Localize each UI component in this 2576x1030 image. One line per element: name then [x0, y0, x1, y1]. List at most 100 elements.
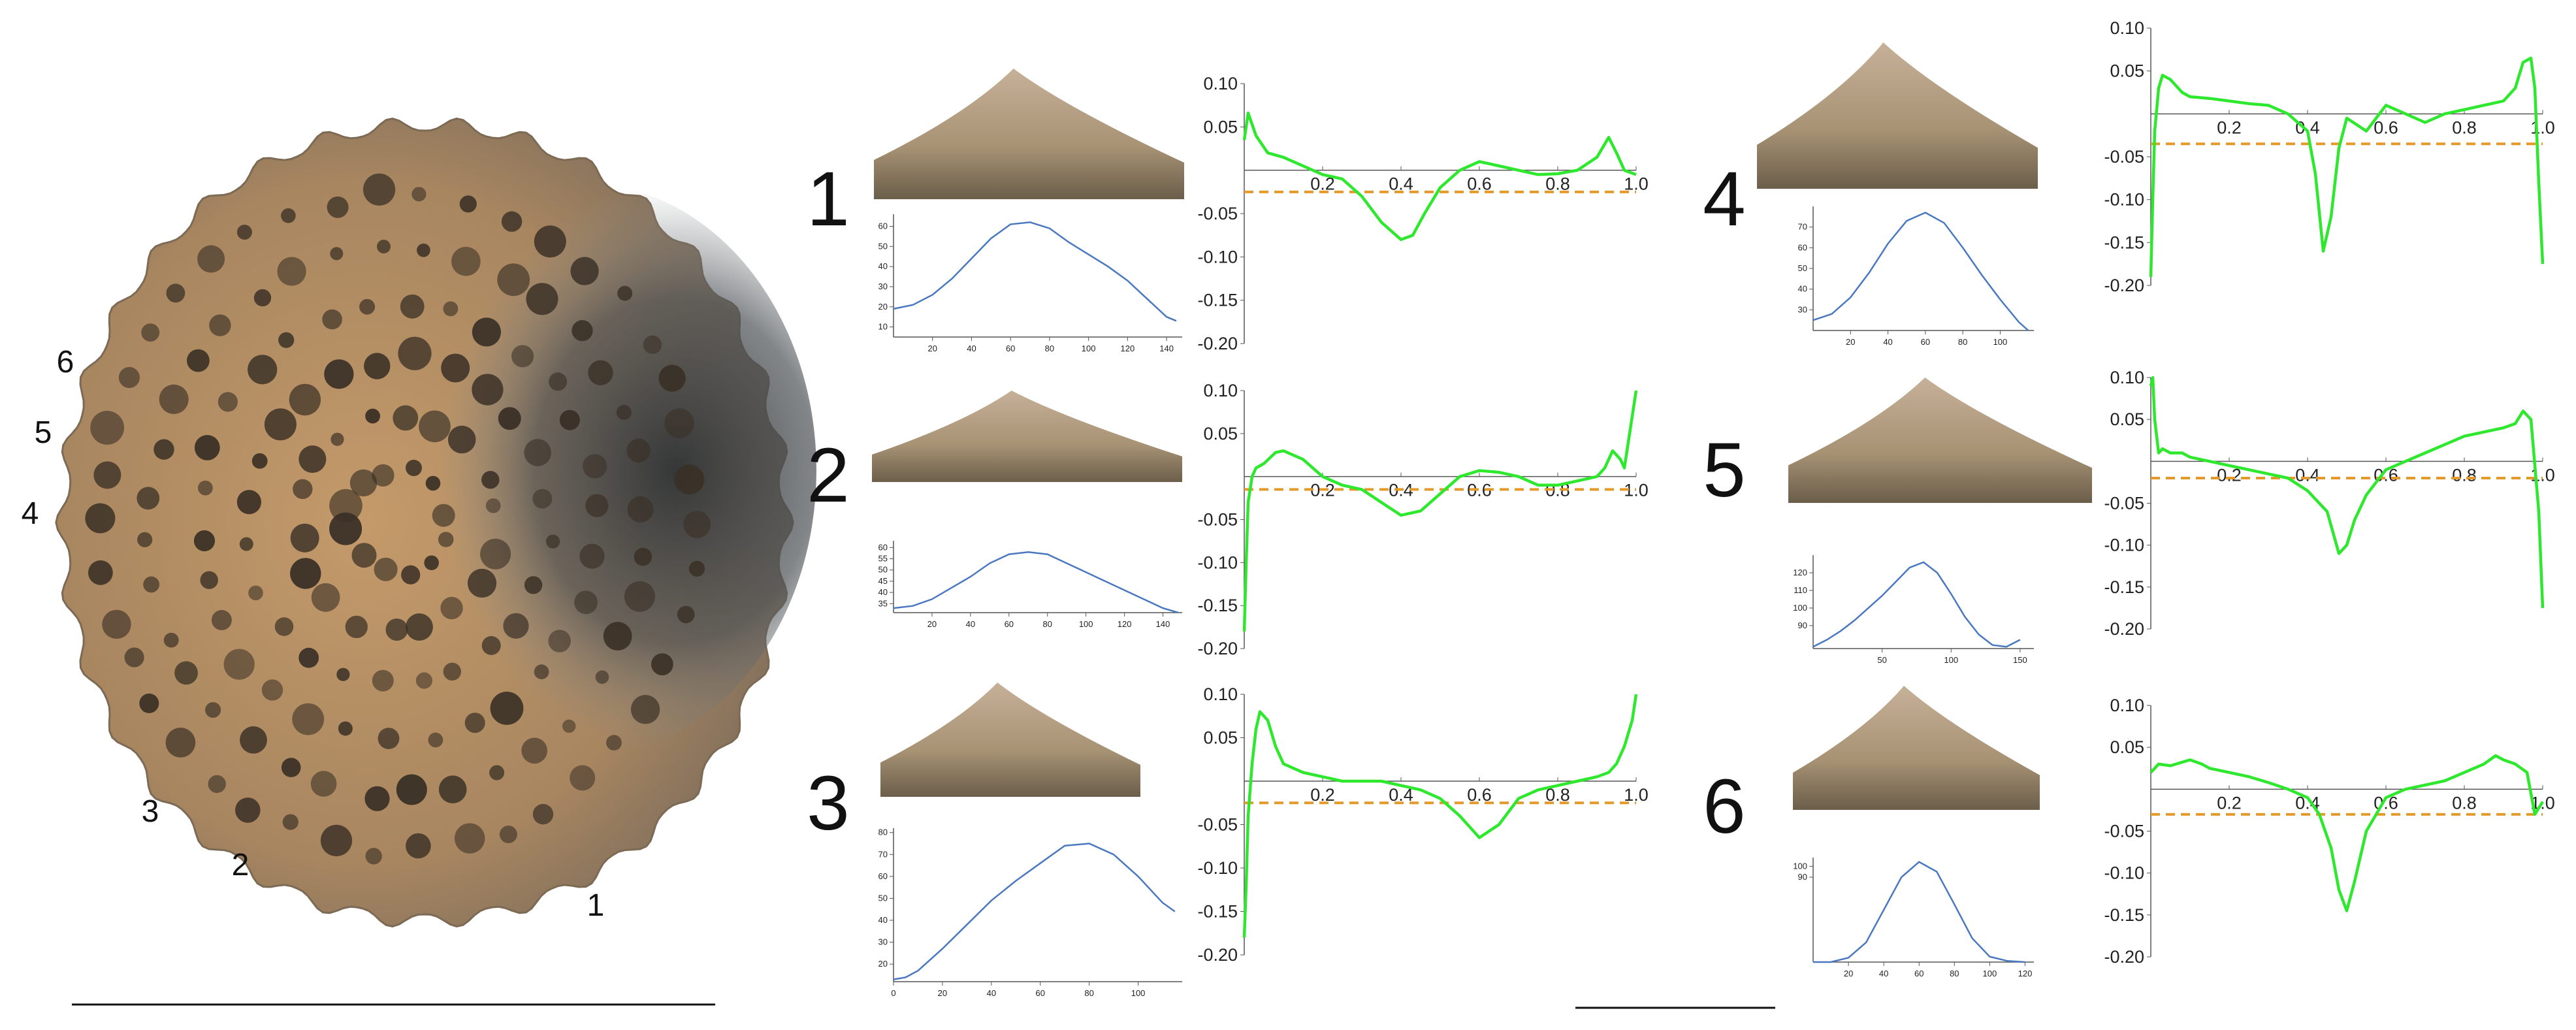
specimen-pit [406, 613, 433, 641]
profile-x-tick-label: 40 [987, 988, 996, 998]
specimen-pit [559, 410, 580, 430]
specimen-pit [205, 702, 221, 718]
signature-y-tick-label: -0.15 [1197, 596, 1238, 615]
specimen-pit [261, 679, 283, 701]
profile-x-tick-label: 60 [1921, 337, 1930, 347]
signature-y-tick-label: -0.20 [2104, 276, 2144, 295]
specimen-pit [401, 565, 421, 585]
tooth-image [1793, 686, 2040, 810]
signature-x-tick-label: 0.6 [1467, 174, 1492, 194]
profile-x-tick-label: 20 [1846, 337, 1855, 347]
profile-y-tick-label: 80 [878, 828, 888, 837]
profile-x-tick-label: 50 [1877, 655, 1886, 665]
profile-x-tick-label: 100 [1983, 969, 1997, 978]
specimen-pit [264, 408, 297, 441]
signature-y-tick-label: -0.15 [1197, 902, 1238, 922]
profile-x-tick-label: 100 [1079, 619, 1093, 629]
specimen-pit [443, 662, 461, 681]
specimen-pit [324, 359, 354, 389]
specimen-pit [511, 345, 534, 368]
specimen-pit [93, 461, 121, 489]
specimen-pit [406, 459, 422, 476]
profile-x-tick-label: 40 [1883, 337, 1892, 347]
specimen-pit [443, 301, 459, 317]
profile-x-tick-label: 120 [2018, 969, 2033, 978]
signature-y-tick-label: 0.05 [2110, 410, 2144, 429]
panel-number: 2 [807, 432, 850, 519]
specimen-pit [595, 670, 609, 684]
specimen-label-6: 6 [57, 345, 74, 379]
signature-y-tick-label: -0.20 [2104, 947, 2144, 967]
panel-number: 1 [807, 156, 850, 242]
profile-y-tick-label: 60 [878, 542, 888, 552]
tooth-image [872, 391, 1182, 482]
signature-y-tick-label: 0.10 [2110, 368, 2144, 387]
specimen-pit [658, 364, 686, 392]
profile-x-tick-label: 80 [1084, 988, 1093, 998]
specimen-pit [398, 336, 432, 370]
specimen-pit [235, 797, 261, 823]
specimen-pit [562, 719, 576, 733]
signature-y-tick-label: -0.05 [2104, 494, 2144, 513]
specimen-pit [532, 489, 553, 509]
profile-y-tick-label: 40 [878, 587, 888, 597]
specimen-pit [329, 489, 362, 523]
specimen-pit [643, 335, 662, 354]
specimen-pit [606, 735, 622, 750]
specimen-pit [677, 605, 695, 624]
specimen-pit [548, 630, 571, 652]
specimen-pit [153, 439, 174, 460]
signature-y-tick-label: -0.15 [2104, 233, 2144, 252]
profile-x-tick-label: 80 [1958, 337, 1967, 347]
specimen-pit [616, 404, 632, 420]
profile-y-tick-label: 60 [878, 871, 888, 881]
specimen-pit [378, 728, 400, 749]
signature-y-tick-label: -0.15 [1197, 291, 1238, 310]
specimen-pit [281, 208, 296, 223]
specimen-pit [417, 243, 430, 257]
specimen-pit [364, 353, 391, 379]
specimen-pit [432, 504, 455, 527]
specimen-pit [467, 568, 497, 598]
profile-x-tick-label: 40 [966, 619, 975, 629]
signature-y-tick-label: -0.20 [1197, 945, 1238, 965]
specimen-pit [534, 664, 549, 679]
specimen-pit [248, 585, 263, 601]
profile-y-tick-label: 100 [1793, 603, 1807, 613]
specimen-pit [88, 560, 113, 585]
specimen-pit [320, 824, 353, 856]
specimen-pit [372, 464, 394, 487]
specimen-pit [90, 411, 125, 445]
specimen-pit [374, 557, 398, 581]
specimen-pit [124, 647, 144, 668]
profile-y-tick-label: 60 [878, 221, 888, 231]
profile-x-tick-label: 60 [1005, 619, 1014, 629]
specimen-pit [365, 408, 380, 424]
specimen-pit [194, 435, 220, 460]
specimen-pit [572, 320, 593, 342]
specimen-pit [165, 728, 196, 758]
specimen-pit [532, 803, 554, 825]
profile-x-tick-label: 100 [1082, 344, 1096, 353]
signature-y-tick-label: -0.10 [2104, 536, 2144, 555]
specimen-pit [549, 372, 568, 391]
profile-x-tick-label: 120 [1118, 619, 1132, 629]
specimen-pit [440, 596, 463, 620]
profile-x-tick-label: 20 [938, 988, 947, 998]
profile-y-tick-label: 70 [1798, 222, 1807, 232]
specimen-pit [683, 511, 711, 538]
specimen-pit [624, 581, 655, 612]
profile-x-tick-label: 40 [1879, 969, 1888, 978]
specimen-pit [281, 758, 301, 777]
specimen-pit [363, 173, 396, 206]
signature-x-tick-label: 1.0 [2530, 118, 2555, 137]
specimen-pit [419, 410, 451, 443]
profile-x-tick-label: 140 [1159, 344, 1174, 353]
specimen-pit [290, 523, 319, 553]
signature-x-tick-label: 1.0 [1624, 174, 1649, 194]
signature-x-tick-label: 0.4 [2295, 465, 2320, 485]
